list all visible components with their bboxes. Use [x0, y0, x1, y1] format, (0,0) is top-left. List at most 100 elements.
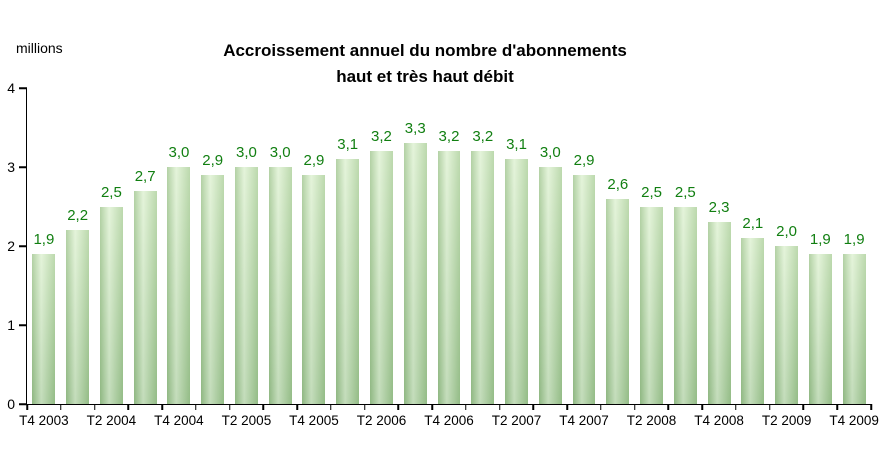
- bar-value-label: 2,9: [573, 151, 595, 169]
- bar-slot: 3,2: [365, 88, 399, 404]
- x-axis-tick: [768, 404, 771, 410]
- bar: [572, 174, 596, 404]
- bar-value-label: 2,0: [776, 223, 798, 240]
- y-axis-tick: [19, 403, 27, 405]
- x-axis-tick-label: T4 2003: [19, 413, 69, 428]
- x-axis-tick: [228, 404, 231, 410]
- x-axis-tick: [93, 404, 96, 410]
- x-axis-tick: [701, 404, 703, 410]
- x-axis-tick: [465, 404, 467, 410]
- bar-value-label: 3,2: [472, 128, 494, 146]
- bar-value-label: 2,6: [607, 175, 629, 193]
- bar-slot: 2,3: [702, 88, 736, 404]
- x-axis-tick-label: T2 2004: [86, 413, 137, 428]
- bar-value-label: 3,2: [438, 128, 460, 146]
- x-axis-tick: [127, 404, 130, 410]
- bar-value-label: 2,2: [67, 207, 89, 225]
- bar: [133, 190, 157, 404]
- x-axis-tick: [195, 404, 197, 410]
- bar: [201, 174, 225, 404]
- bar-slot: 2,5: [95, 88, 129, 404]
- y-axis-tick-label: 0: [7, 396, 15, 412]
- bar-slot: 2,9: [196, 88, 230, 404]
- x-axis-tick: [26, 404, 28, 410]
- bar-slot: 2,1: [736, 88, 770, 404]
- bar-slot: 1,9: [803, 88, 837, 404]
- bar: [538, 167, 562, 404]
- bar: [673, 206, 697, 404]
- x-axis-tick-label: T4 2006: [424, 413, 474, 428]
- bar-value-label: 1,9: [33, 230, 55, 248]
- y-axis-tick-label: 2: [7, 238, 15, 254]
- chart-title: Accroissement annuel du nombre d'abonnem…: [60, 38, 790, 90]
- bar: [66, 230, 90, 404]
- x-axis-tick-label: T2 2008: [626, 413, 677, 428]
- x-axis-tick-label: T4 2007: [559, 413, 609, 428]
- bar-value-label: 3,3: [404, 120, 426, 138]
- x-axis-tick: [431, 404, 433, 410]
- x-axis-tick: [600, 404, 602, 410]
- bar: [234, 167, 258, 404]
- x-axis-tick: [60, 404, 62, 410]
- bar: [302, 174, 326, 404]
- x-axis-tick: [667, 404, 670, 410]
- bar-value-label: 3,0: [168, 144, 190, 161]
- bar-value-label: 3,2: [371, 128, 392, 146]
- bar-value-label: 2,5: [641, 183, 662, 201]
- y-axis-tick-label: 1: [7, 317, 15, 333]
- x-axis-tick: [532, 404, 535, 410]
- x-axis-tick: [566, 404, 568, 410]
- x-axis-tick-label: T4 2008: [694, 413, 744, 428]
- x-axis-tick: [397, 404, 400, 410]
- chart-title-line-1: Accroissement annuel du nombre d'abonnem…: [223, 41, 627, 60]
- x-axis-tick: [802, 404, 805, 410]
- bar: [336, 159, 360, 404]
- bar-value-label: 2,5: [100, 183, 122, 201]
- bar-slot: 2,9: [567, 88, 601, 404]
- bar-slot: 2,5: [668, 88, 702, 404]
- y-axis-unit-label: millions: [16, 40, 63, 56]
- x-axis-tick-label: T2 2007: [491, 413, 542, 428]
- bar-slot: 2,9: [297, 88, 331, 404]
- x-axis-tick-label: T4 2004: [154, 413, 204, 428]
- y-axis-tick-label: 4: [7, 80, 15, 96]
- bar: [471, 151, 495, 404]
- bar-slot: 2,2: [61, 88, 95, 404]
- bar-slot: 3,0: [162, 88, 196, 404]
- x-axis-tick-label: T2 2006: [356, 413, 407, 428]
- plot-area: 4 3 2 1 0 1,9 2,2 2,5 2,7 3,0 2,9 3,0 3,0 2,9 3,1 3,2 3,…: [7, 81, 879, 427]
- x-axis-tick: [262, 404, 265, 410]
- bar: [842, 253, 866, 404]
- bar: [606, 198, 630, 404]
- bar-value-label: 1,9: [843, 230, 865, 248]
- y-axis-tick-label: 3: [7, 159, 15, 175]
- bar-slot: 3,2: [432, 88, 466, 404]
- y-axis-tick: [19, 245, 27, 247]
- bar: [505, 159, 528, 404]
- x-axis-tick: [363, 404, 366, 410]
- bar-value-label: 3,0: [539, 144, 561, 161]
- bar-value-label: 1,9: [809, 230, 831, 248]
- bar-value-label: 3,1: [506, 136, 527, 154]
- bar-value-label: 2,5: [674, 183, 696, 201]
- bar: [775, 246, 799, 404]
- bar: [403, 143, 427, 404]
- x-axis-tick: [498, 404, 501, 410]
- bar: [808, 253, 832, 404]
- bar: [640, 206, 663, 404]
- bar: [167, 167, 191, 404]
- x-axis-tick-label: T2 2009: [761, 413, 812, 428]
- bar-value-label: 2,1: [742, 215, 764, 233]
- bar-slot: 1,9: [837, 88, 871, 404]
- y-axis-tick: [19, 87, 27, 89]
- bar-slot: 3,2: [466, 88, 500, 404]
- x-axis-tick: [836, 404, 838, 410]
- x-axis-tick-label: T2 2005: [221, 413, 272, 428]
- bar: [32, 253, 56, 404]
- chart-title-line-2: haut et très haut débit: [336, 67, 514, 86]
- bar-slot: 2,5: [635, 88, 669, 404]
- bar-value-label: 3,0: [269, 144, 291, 161]
- bar-slot: 2,7: [128, 88, 162, 404]
- bar: [741, 238, 765, 404]
